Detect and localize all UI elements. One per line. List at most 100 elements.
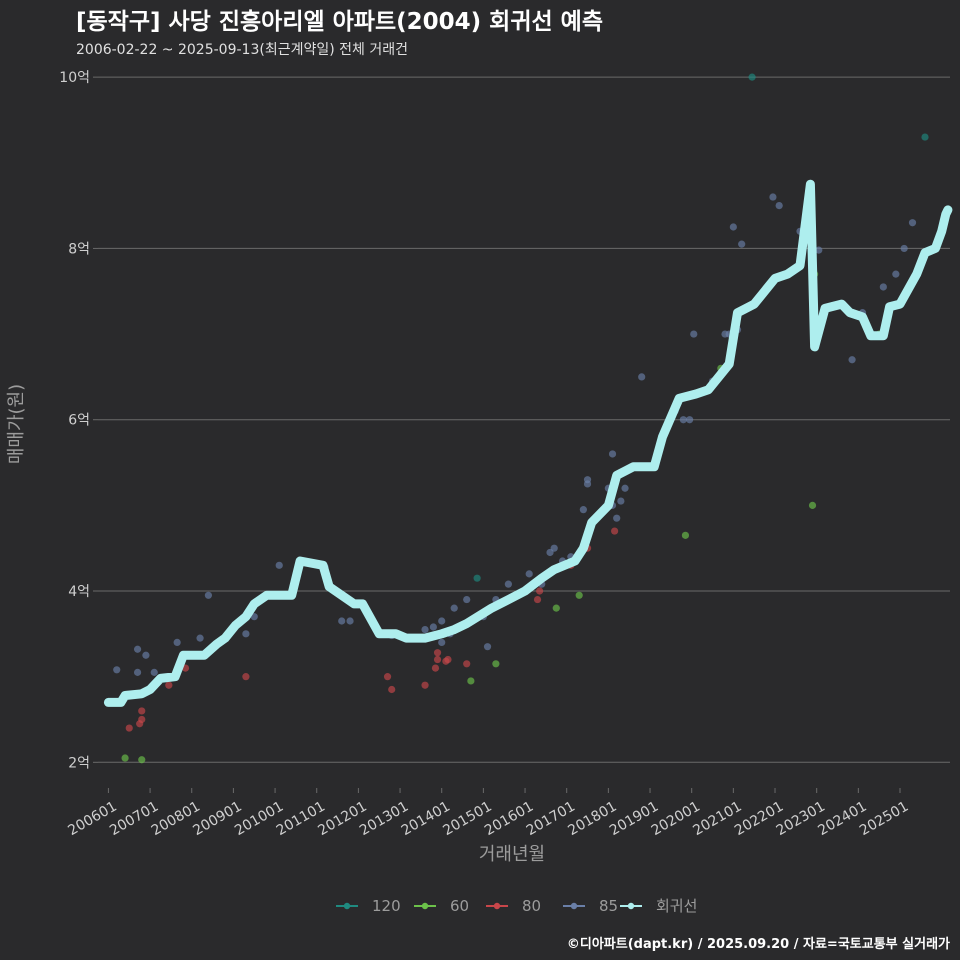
scatter-point-85 — [617, 497, 625, 505]
scatter-point-85 — [346, 617, 354, 625]
y-tick-label: 2억 — [68, 755, 90, 771]
scatter-point-60 — [467, 677, 475, 685]
scatter-point-85 — [242, 630, 250, 638]
scatter-point-85 — [250, 613, 258, 621]
scatter-point-85 — [438, 638, 446, 647]
scatter-point-80 — [125, 724, 133, 732]
legend-key-dot — [493, 902, 501, 910]
scatter-point-85 — [613, 514, 621, 522]
footer-credit: ©디아파트(dapt.kr) / 2025.09.20 / 자료=국토교통부 실… — [566, 937, 950, 952]
scatter-point-85 — [686, 416, 694, 424]
scatter-point-85 — [879, 283, 887, 291]
scatter-point-85 — [621, 484, 629, 492]
scatter-point-85 — [679, 416, 687, 424]
x-axis-ticks: 2006012007012008012009012010012011012012… — [65, 788, 911, 839]
scatter-point-80 — [533, 595, 542, 604]
scatter-point-85 — [690, 330, 698, 338]
legend-key-dot — [421, 902, 429, 910]
legend-key-dot — [627, 902, 635, 910]
scatter-point-80 — [138, 715, 146, 724]
scatter-point-85 — [848, 356, 856, 364]
scatter-point-60 — [121, 754, 129, 762]
legend-label: 60 — [450, 897, 469, 915]
scatter-point-85 — [150, 668, 158, 676]
scatter-point-85 — [775, 202, 783, 210]
scatter-point-85 — [173, 638, 181, 647]
scatter-point-85 — [638, 373, 646, 381]
scatter-point-80 — [463, 660, 471, 668]
scatter-point-85 — [815, 246, 823, 254]
scatter-point-85 — [142, 651, 150, 659]
y-tick-label: 4억 — [68, 584, 90, 600]
scatter-point-85 — [204, 591, 213, 599]
scatter-point-85 — [892, 270, 900, 278]
legend-item-85: 85 — [563, 897, 618, 915]
y-axis-label: 매매가(원) — [6, 384, 27, 464]
regression-line-group — [103, 179, 953, 707]
scatter-point-120 — [748, 73, 756, 81]
scatter-point-80 — [611, 527, 619, 535]
chart-title: [동작구] 사당 진흥아리엘 아파트(2004) 회귀선 예측 — [76, 9, 603, 35]
scatter-point-80 — [138, 707, 146, 715]
legend-item-회귀선: 회귀선 — [620, 897, 697, 915]
scatter-point-80 — [433, 655, 442, 664]
scatter-point-60 — [552, 604, 560, 612]
x-axis-label: 거래년월 — [479, 844, 545, 865]
scatter-points — [113, 73, 929, 764]
y-tick-label: 10억 — [59, 70, 90, 86]
scatter-point-60 — [492, 660, 500, 668]
y-tick-label: 8억 — [68, 241, 90, 257]
scatter-point-85 — [908, 219, 917, 227]
scatter-point-85 — [438, 617, 446, 625]
scatter-point-85 — [583, 476, 592, 484]
legend-label: 120 — [372, 897, 401, 915]
legend-label: 80 — [522, 897, 541, 915]
legend-label: 85 — [599, 897, 618, 915]
legend-item-120: 120 — [336, 897, 401, 915]
scatter-point-60 — [138, 756, 146, 764]
scatter-point-80 — [444, 655, 452, 664]
scatter-point-60 — [808, 501, 817, 509]
scatter-point-85 — [738, 240, 746, 248]
scatter-point-85 — [483, 643, 492, 651]
legend-item-80: 80 — [486, 897, 541, 915]
chart-subtitle: 2006-02-22 ~ 2025-09-13(최근계약일) 전체 거래건 — [76, 42, 408, 58]
scatter-point-85 — [608, 450, 617, 458]
y-tick-label: 6억 — [68, 413, 90, 429]
legend-item-60: 60 — [414, 897, 469, 915]
scatter-point-85 — [463, 595, 471, 604]
scatter-point-80 — [433, 649, 442, 657]
scatter-point-80 — [242, 673, 250, 681]
legend-key-dot — [343, 902, 351, 910]
scatter-point-80 — [165, 681, 173, 689]
scatter-point-85 — [525, 570, 533, 578]
regression-line — [103, 179, 953, 707]
scatter-point-80 — [388, 685, 396, 694]
scatter-point-85 — [196, 634, 204, 642]
scatter-point-80 — [536, 587, 544, 595]
legend: 120 60 80 85 회귀선 — [336, 897, 697, 915]
scatter-point-85 — [133, 645, 142, 653]
scatter-point-85 — [421, 625, 429, 634]
legend-label: 회귀선 — [656, 897, 697, 915]
scatter-point-80 — [383, 673, 392, 681]
grid-lines — [98, 76, 950, 763]
scatter-point-85 — [450, 604, 458, 612]
scatter-point-85 — [275, 561, 283, 569]
scatter-point-85 — [579, 506, 587, 514]
scatter-point-85 — [338, 617, 346, 625]
scatter-point-85 — [429, 623, 437, 631]
scatter-point-85 — [504, 580, 512, 588]
scatter-point-60 — [681, 531, 690, 539]
legend-key-dot — [570, 902, 578, 910]
scatter-point-85 — [900, 244, 908, 253]
scatter-point-85 — [769, 193, 777, 201]
scatter-point-85 — [729, 223, 737, 231]
scatter-point-120 — [473, 574, 481, 582]
scatter-point-80 — [421, 681, 429, 689]
scatter-point-85 — [133, 668, 142, 676]
scatter-point-60 — [575, 591, 583, 599]
scatter-point-120 — [921, 133, 929, 141]
scatter-point-85 — [113, 666, 121, 674]
